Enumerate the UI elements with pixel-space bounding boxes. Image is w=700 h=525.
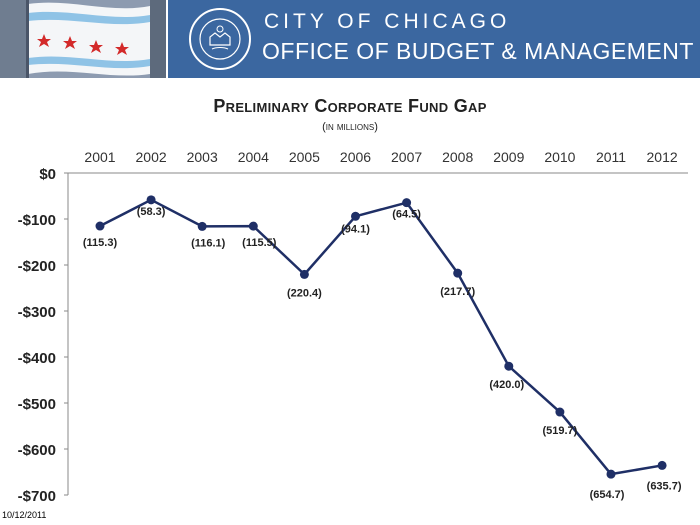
x-tick-label: 2009 bbox=[493, 149, 524, 165]
data-label: (220.4) bbox=[287, 287, 322, 299]
data-point bbox=[95, 221, 105, 231]
data-point bbox=[657, 460, 667, 470]
data-label: (217.7) bbox=[440, 286, 475, 298]
data-point bbox=[402, 198, 412, 208]
data-label: (635.7) bbox=[647, 480, 682, 492]
city-label: CITY OF CHICAGO bbox=[264, 10, 511, 33]
data-label: (94.1) bbox=[341, 223, 370, 235]
header-banner: CITY OF CHICAGO OFFICE OF BUDGET & MANAG… bbox=[0, 0, 700, 78]
data-point bbox=[504, 361, 514, 371]
x-tick-label: 2003 bbox=[187, 149, 218, 165]
data-point bbox=[351, 211, 360, 221]
y-tick-label: -$500 bbox=[18, 396, 56, 413]
y-tick-label: -$200 bbox=[18, 258, 56, 275]
x-tick-label: 2005 bbox=[289, 149, 320, 165]
chart-title: Preliminary Corporate Fund Gap bbox=[213, 96, 487, 116]
data-point bbox=[453, 268, 463, 278]
data-label: (519.7) bbox=[542, 425, 577, 437]
series-line bbox=[99, 198, 663, 476]
x-tick-label: 2012 bbox=[647, 149, 678, 165]
x-tick-label: 2002 bbox=[136, 149, 167, 165]
y-tick-label: -$400 bbox=[18, 350, 56, 367]
x-tick-label: 2007 bbox=[391, 149, 422, 165]
data-point bbox=[146, 195, 156, 205]
city-seal-icon bbox=[189, 8, 251, 70]
data-label: (420.0) bbox=[489, 379, 524, 391]
chart-subtitle: (in millions) bbox=[322, 121, 378, 133]
data-point bbox=[197, 221, 207, 231]
x-tick-label: 2010 bbox=[544, 149, 575, 165]
y-tick-label: -$100 bbox=[18, 212, 56, 229]
office-label: OFFICE OF BUDGET & MANAGEMENT bbox=[262, 38, 694, 64]
x-tick-label: 2001 bbox=[84, 149, 115, 165]
x-tick-label: 2008 bbox=[442, 149, 473, 165]
x-tick-label: 2004 bbox=[238, 149, 269, 165]
data-label: (654.7) bbox=[590, 489, 625, 501]
data-point bbox=[606, 469, 616, 479]
x-tick-label: 2006 bbox=[340, 149, 371, 165]
y-tick-label: -$700 bbox=[18, 488, 56, 505]
data-label: (58.3) bbox=[137, 206, 166, 218]
title-banner: CITY OF CHICAGO OFFICE OF BUDGET & MANAG… bbox=[168, 0, 700, 78]
data-point bbox=[299, 269, 309, 279]
y-tick-label: -$300 bbox=[18, 304, 56, 321]
data-point bbox=[555, 407, 565, 417]
chicago-flag-image bbox=[0, 0, 166, 78]
data-label: (64.5) bbox=[392, 209, 421, 221]
slide-date: 10/12/2011 bbox=[2, 510, 47, 520]
y-tick-label: $0 bbox=[39, 166, 56, 183]
data-label: (116.1) bbox=[191, 237, 226, 249]
data-label: (115.3) bbox=[83, 237, 118, 249]
y-tick-label: -$600 bbox=[18, 442, 56, 459]
data-point bbox=[248, 221, 258, 231]
x-tick-label: 2011 bbox=[596, 149, 626, 165]
data-label: (115.5) bbox=[242, 237, 277, 249]
